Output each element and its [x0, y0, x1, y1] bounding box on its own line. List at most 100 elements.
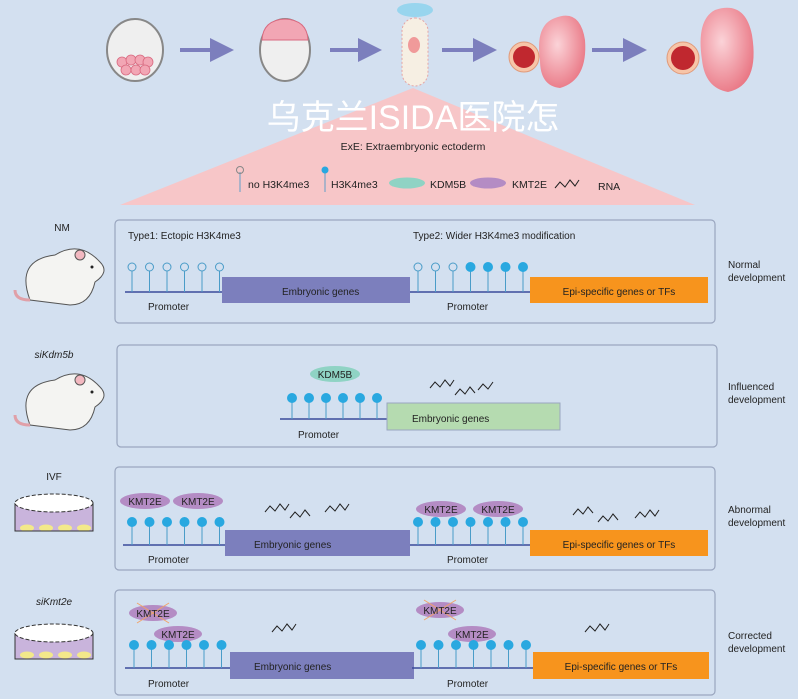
h3k4me3-pin-icon — [338, 393, 348, 403]
kmt2e-protein: KMT2E — [416, 501, 466, 517]
h3k4me3-pin-icon — [503, 640, 514, 650]
development-sequence — [106, 3, 754, 92]
h3k4me3-pin-icon — [164, 640, 174, 650]
no-h3k4me3-pin-icon — [162, 262, 172, 272]
outcome-label: development — [728, 644, 785, 655]
promoter-region — [410, 262, 530, 293]
promoter-label: Promoter — [148, 302, 190, 313]
promoter-region — [123, 517, 225, 546]
embryonic-genes-label: Embryonic genes — [412, 414, 489, 425]
promoter-region — [410, 517, 530, 546]
rna-icon — [271, 623, 610, 633]
outcome-label: Normal — [728, 260, 760, 271]
culture-dish-icon — [14, 493, 94, 532]
panel-box — [116, 344, 718, 448]
type2-label: Type2: Wider H3K4me3 modification — [413, 231, 575, 242]
h3k4me3-pin-icon — [181, 640, 192, 650]
egg-cylinder-icon — [397, 3, 433, 87]
embryonic-genes-box — [230, 652, 414, 679]
promoter-label: Promoter — [447, 302, 489, 313]
kmt2e-protein: KMT2E — [473, 501, 523, 517]
svg-text:KMT2E: KMT2E — [161, 630, 195, 641]
kdm5b-label: KDM5B — [318, 370, 353, 381]
promoter-region — [280, 393, 387, 420]
svg-text:KMT2E: KMT2E — [481, 505, 515, 516]
svg-text:KMT2E: KMT2E — [423, 606, 457, 617]
h3k4me3-pin-icon — [127, 517, 137, 527]
h3k4me3-pin-icon — [465, 262, 476, 272]
no-h3k4me3-pin-icon — [448, 262, 458, 272]
epi-genes-box — [530, 277, 708, 303]
embryonic-genes-label: Embryonic genes — [282, 287, 359, 298]
h3k4me3-pin-icon — [144, 517, 155, 527]
legend-rna: RNA — [598, 181, 620, 193]
exe-title: ExE: Extraembryonic ectoderm — [341, 141, 486, 153]
h3k4me3-pin-icon — [129, 640, 139, 650]
h3k4me3-pin-icon — [483, 517, 493, 527]
promoter-label: Promoter — [447, 679, 489, 690]
legend-kmt2e: KMT2E — [512, 179, 547, 191]
h3k4me3-pin-icon — [321, 393, 331, 403]
promoter-region — [125, 262, 224, 293]
outcome-label: development — [728, 518, 785, 529]
rna-icon — [554, 179, 580, 189]
group-label: siKdm5b — [35, 350, 74, 361]
outcome-label: Influenced — [728, 382, 774, 393]
no-h3k4me3-pin-icon — [127, 262, 137, 272]
h3k4me3-pin-icon — [199, 640, 209, 650]
late-blastocyst-icon — [259, 18, 311, 82]
group-label: NM — [54, 223, 70, 234]
kmt2e-protein: KMT2E — [154, 626, 202, 642]
outcome-label: Abnormal — [728, 505, 771, 516]
h3k4me3-pin-icon — [304, 393, 314, 403]
h3k4me3-pin-icon — [518, 262, 528, 272]
promoter-label: Promoter — [298, 430, 340, 441]
h3k4me3-pin-icon — [486, 640, 496, 650]
kmt2e-protein: KMT2E — [448, 626, 496, 642]
h3k4me3-pin-icon — [162, 517, 172, 527]
h3k4me3-pin-icon — [372, 393, 382, 403]
epi-genes-box — [530, 530, 708, 556]
legend-kdm5b: KDM5B — [430, 179, 466, 191]
no-h3k4me3-pin-icon — [431, 262, 440, 272]
embryo-with-placenta-icon — [508, 15, 586, 88]
h3k4me3-pin-icon — [433, 640, 444, 650]
fetus-with-placenta-icon — [666, 7, 754, 92]
panel-sikmt2e: siKmt2e KMT2E KMT2E KMT2E KMT2E Embryoni… — [14, 589, 785, 696]
promoter-label: Promoter — [148, 555, 190, 566]
h3k4me3-pin-icon — [483, 262, 493, 272]
rna-icon — [429, 379, 494, 396]
h3k4me3-pin-icon — [518, 517, 528, 527]
no-h3k4me3-pin-icon — [180, 262, 189, 272]
type1-label: Type1: Ectopic H3K4me3 — [128, 231, 241, 242]
outcome-label: development — [728, 395, 785, 406]
kdm5b-protein — [310, 366, 360, 382]
kmt2e-icon — [470, 177, 506, 189]
svg-text:KMT2E: KMT2E — [181, 497, 215, 508]
rna-icon — [264, 503, 660, 523]
h3k4me3-pin-icon — [179, 517, 190, 527]
panel-sikdm5b: siKdm5b KDM5B Embryonic genes Promoter I… — [13, 344, 785, 448]
legend-no-h3k4me3: no H3K4me3 — [248, 179, 309, 191]
panel-ivf: IVF KMT2E KMT2E KMT2E KMT2E Embryonic ge… — [14, 466, 785, 571]
h3k4me3-pin-icon — [430, 517, 441, 527]
h3k4me3-pin-icon — [500, 262, 511, 272]
promoter-region — [125, 640, 230, 669]
outcome-label: Corrected — [728, 631, 772, 642]
svg-text:KMT2E: KMT2E — [128, 497, 162, 508]
exe-zoom-triangle — [120, 88, 695, 205]
epi-genes-label: Epi-specific genes or TFs — [563, 540, 676, 551]
epi-genes-box — [533, 652, 709, 679]
embryonic-genes-label: Embryonic genes — [254, 662, 331, 673]
kmt2e-protein: KMT2E — [120, 493, 170, 509]
kmt2e-protein: KMT2E — [173, 493, 223, 509]
no-h3k4me3-icon — [236, 166, 244, 174]
outcome-label: development — [728, 273, 785, 284]
kmt2e-inhibited-protein: KMT2E — [129, 602, 177, 624]
promoter-region — [412, 640, 533, 669]
promoter-label: Promoter — [148, 679, 190, 690]
culture-dish-icon — [14, 623, 94, 660]
h3k4me3-pin-icon — [146, 640, 157, 650]
no-h3k4me3-pin-icon — [197, 262, 207, 272]
